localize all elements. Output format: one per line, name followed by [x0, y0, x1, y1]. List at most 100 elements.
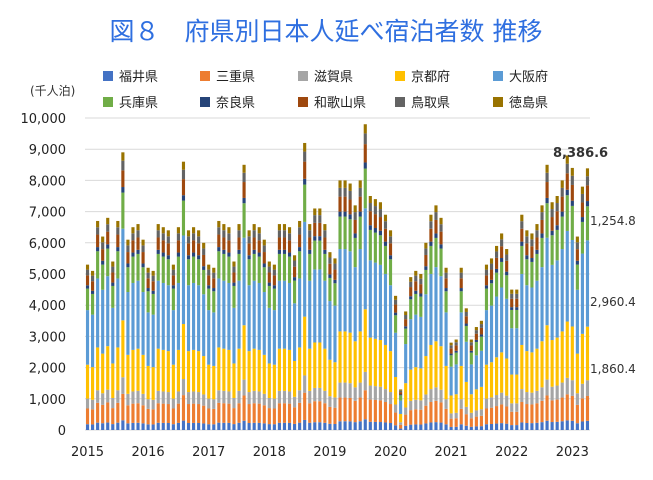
bar-segment: [520, 402, 524, 423]
bar-segment: [378, 230, 382, 236]
bar-segment: [186, 351, 191, 393]
bar-segment: [515, 309, 519, 329]
bar-segment: [580, 217, 584, 222]
bar-segment: [343, 211, 347, 217]
bar-segment: [303, 419, 307, 430]
bar-segment: [555, 399, 559, 422]
bar-segment: [489, 269, 494, 280]
bar-stack: [333, 258, 337, 430]
legend-swatch: [200, 97, 210, 107]
bar-segment: [227, 422, 231, 430]
bars: [85, 124, 590, 430]
bar-segment: [404, 383, 408, 408]
bar-segment: [363, 390, 367, 420]
bar-stack: [232, 261, 236, 430]
bar-stack: [358, 180, 362, 430]
bar-segment: [176, 240, 180, 253]
bar-segment: [141, 245, 145, 253]
x-tick-label: 2021: [435, 445, 468, 460]
bar-stack: [91, 270, 95, 430]
bar-segment: [439, 276, 443, 347]
bar-segment: [570, 420, 574, 430]
bar-segment: [500, 352, 504, 393]
bar-segment: [570, 380, 574, 396]
bar-segment: [308, 348, 312, 391]
bar-segment: [540, 422, 544, 430]
bar-segment: [409, 299, 413, 320]
bar-segment: [267, 272, 271, 283]
bar-segment: [459, 424, 463, 430]
y-tick-label: 5,000: [29, 268, 66, 283]
bar-segment: [313, 387, 317, 402]
bar-stack: [353, 205, 357, 430]
bar-segment: [575, 264, 579, 290]
bar-segment: [298, 422, 302, 430]
bar-segment: [96, 278, 100, 348]
bar-segment: [555, 225, 559, 230]
bar-segment: [247, 243, 251, 256]
bar-segment: [348, 190, 352, 200]
bar-stack: [156, 224, 160, 430]
bar-segment: [484, 364, 489, 399]
bar-segment: [136, 280, 140, 349]
bar-segment: [520, 228, 524, 242]
bar-segment: [489, 407, 494, 424]
bar-segment: [111, 285, 115, 308]
legend-swatch: [493, 97, 503, 107]
bar-segment: [459, 291, 463, 313]
bar-segment: [358, 187, 362, 197]
bar-stack: [212, 267, 216, 430]
bar-segment: [106, 248, 110, 277]
bar-segment: [429, 214, 433, 222]
bar-segment: [439, 231, 443, 245]
bar-segment: [550, 235, 554, 265]
bar-segment: [217, 422, 221, 430]
bar-segment: [106, 422, 110, 430]
bar-segment: [96, 227, 100, 235]
bar-stack: [101, 236, 105, 430]
bar-segment: [308, 253, 312, 281]
bar-segment: [116, 390, 120, 403]
bar-segment: [454, 350, 458, 353]
bar-segment: [565, 394, 569, 421]
bar-segment: [530, 287, 534, 353]
bar-segment: [520, 389, 524, 403]
bar-segment: [197, 392, 201, 405]
bar-segment: [141, 263, 145, 268]
bar-segment: [308, 237, 312, 250]
bar-segment: [287, 252, 292, 257]
bar-stack: [202, 242, 206, 430]
bar-segment: [298, 234, 302, 248]
bar-segment: [368, 399, 372, 422]
bar-segment: [505, 260, 509, 272]
bar-segment: [232, 424, 236, 430]
bar-stack: [308, 224, 312, 430]
bar-segment: [439, 244, 443, 249]
bar-segment: [464, 425, 468, 430]
bar-segment: [419, 368, 423, 401]
bar-stack: [262, 239, 266, 430]
bar-segment: [267, 261, 271, 267]
bar-segment: [111, 397, 115, 409]
bar-segment: [439, 402, 443, 423]
bar-segment: [338, 216, 342, 250]
bar-segment: [111, 408, 115, 425]
bar-segment: [469, 394, 473, 413]
bar-segment: [171, 364, 175, 399]
bar-segment: [444, 288, 448, 292]
bar-stack: [313, 208, 317, 430]
bar-segment: [318, 401, 322, 423]
bar-stack: [293, 255, 297, 430]
bar-segment: [484, 285, 489, 289]
bar-segment: [161, 227, 165, 234]
bar-segment: [197, 236, 201, 244]
bar-segment: [383, 422, 388, 430]
bar-stack: [373, 199, 377, 430]
bar-segment: [156, 224, 160, 231]
legend-label: 徳島県: [509, 96, 548, 111]
bar-segment: [530, 258, 534, 262]
bar-segment: [181, 195, 186, 201]
bar-segment: [419, 278, 423, 285]
bar-segment: [530, 246, 534, 259]
bar-segment: [580, 202, 584, 218]
